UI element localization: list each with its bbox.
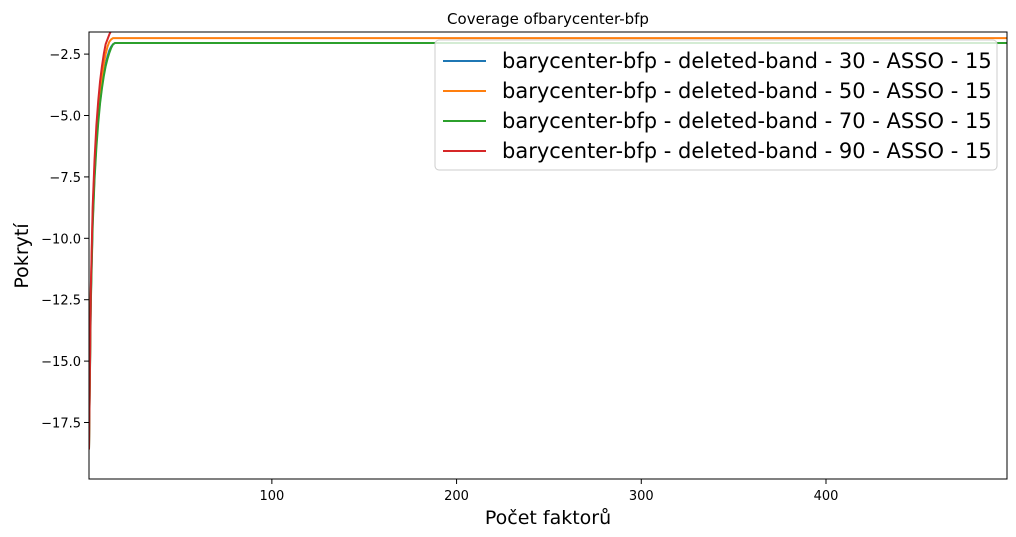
series-line <box>89 32 112 450</box>
x-tick-label: 400 <box>814 489 839 504</box>
x-tick-label: 100 <box>259 489 284 504</box>
y-tick-label: −10.0 <box>41 232 81 247</box>
legend: barycenter-bfp - deleted-band - 30 - ASS… <box>434 39 998 171</box>
x-tick-label: 300 <box>629 489 654 504</box>
y-axis-ticks: −17.5 −15.0 −12.5 −10.0 −7.5 −5.0 −2.5 <box>41 48 89 432</box>
x-tick-label: 200 <box>444 489 469 504</box>
y-tick-label: −12.5 <box>41 294 81 309</box>
y-axis-label: Pokrytí <box>11 223 33 289</box>
legend-entry-label: barycenter-bfp - deleted-band - 30 - ASS… <box>502 49 992 73</box>
y-tick-label: −5.0 <box>49 110 81 125</box>
legend-entry-label: barycenter-bfp - deleted-band - 90 - ASS… <box>502 139 992 163</box>
chart-title: Coverage ofbarycenter-bfp <box>447 10 649 28</box>
y-tick-label: −7.5 <box>49 171 81 186</box>
legend-box <box>434 39 998 171</box>
plot-frame <box>88 31 1008 480</box>
y-tick-label: −15.0 <box>41 355 81 370</box>
x-axis-label: Počet faktorů <box>485 507 611 529</box>
x-axis-ticks: 100 200 300 400 <box>259 479 838 504</box>
y-tick-label: −2.5 <box>49 48 81 63</box>
legend-entry-label: barycenter-bfp - deleted-band - 70 - ASS… <box>502 109 992 133</box>
y-tick-label: −17.5 <box>41 417 81 432</box>
series-layer <box>89 32 1007 450</box>
legend-entry-label: barycenter-bfp - deleted-band - 50 - ASS… <box>502 79 992 103</box>
